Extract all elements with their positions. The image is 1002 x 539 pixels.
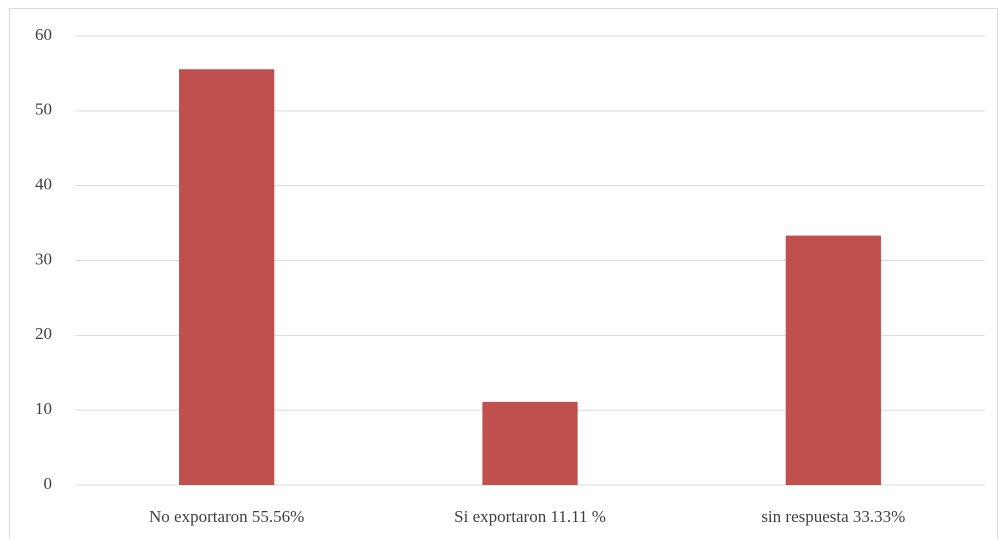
y-tick-label: 20 (35, 324, 52, 343)
chart-border (9, 8, 998, 539)
y-tick-label: 0 (44, 474, 53, 493)
x-tick-label: sin respuesta 33.33% (761, 507, 905, 526)
y-tick-label: 60 (35, 25, 52, 44)
bar (179, 69, 275, 485)
x-tick-label: No exportaron 55.56% (149, 507, 304, 526)
bar (785, 235, 881, 485)
y-tick-label: 30 (35, 249, 52, 268)
y-tick-label: 50 (35, 100, 52, 119)
y-tick-label: 10 (35, 399, 52, 418)
y-tick-label: 40 (35, 175, 52, 194)
bar (482, 401, 578, 485)
x-tick-label: Si exportaron 11.11 % (454, 507, 606, 526)
